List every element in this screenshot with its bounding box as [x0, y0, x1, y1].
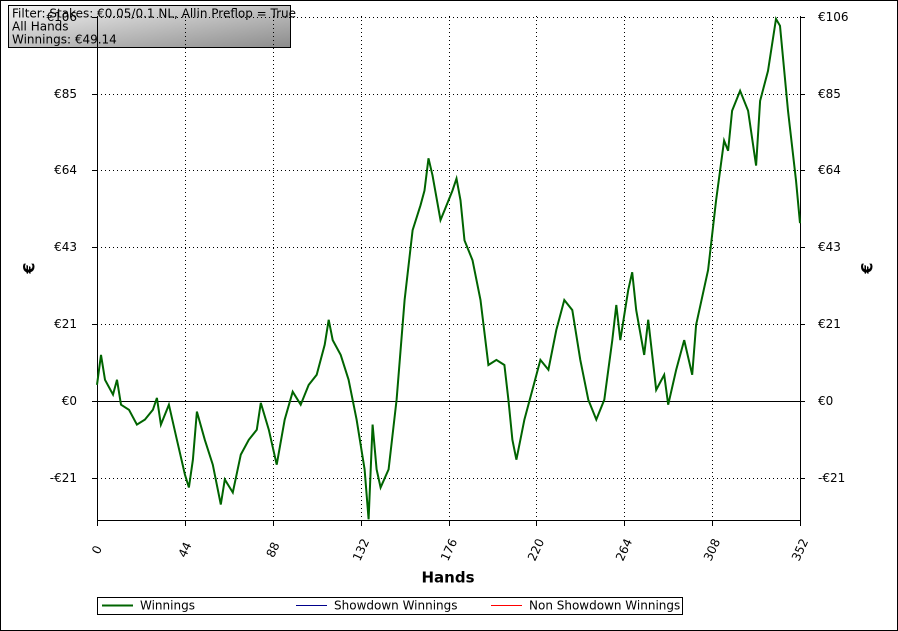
legend-label: Non Showdown Winnings — [529, 599, 680, 613]
y-tick-label: €85 — [54, 87, 77, 101]
y-tick-label: €21 — [54, 317, 77, 331]
y2-tick-label: €85 — [818, 87, 841, 101]
y2-tick-label: €21 — [818, 317, 841, 331]
info-box — [8, 5, 291, 48]
y2-tick-label: €106 — [818, 10, 849, 24]
y-tick-label: €64 — [54, 163, 77, 177]
info-line: Winnings: €49.14 — [12, 33, 117, 47]
series-line — [96, 15, 801, 520]
legend — [97, 597, 683, 615]
y2-tick-label: -€21 — [818, 471, 845, 485]
legend-label: Showdown Winnings — [334, 599, 458, 613]
y-axis-label: € — [20, 262, 39, 274]
legend-label: Winnings — [140, 599, 195, 613]
y2-axis-label: € — [858, 262, 877, 274]
x-tick-label: 44 — [175, 540, 194, 560]
y-tick-label: €0 — [62, 394, 77, 408]
info-line: All Hands — [12, 20, 69, 34]
x-axis-label: Hands — [421, 569, 474, 587]
y2-tick-label: €64 — [818, 163, 841, 177]
y-tick-label: €43 — [54, 240, 77, 254]
y-tick-label: -€21 — [50, 471, 77, 485]
y-tick-label: €106 — [46, 10, 77, 24]
y2-tick-label: €0 — [818, 394, 833, 408]
x-tick-label: 88 — [263, 540, 282, 560]
y2-tick-label: €43 — [818, 240, 841, 254]
